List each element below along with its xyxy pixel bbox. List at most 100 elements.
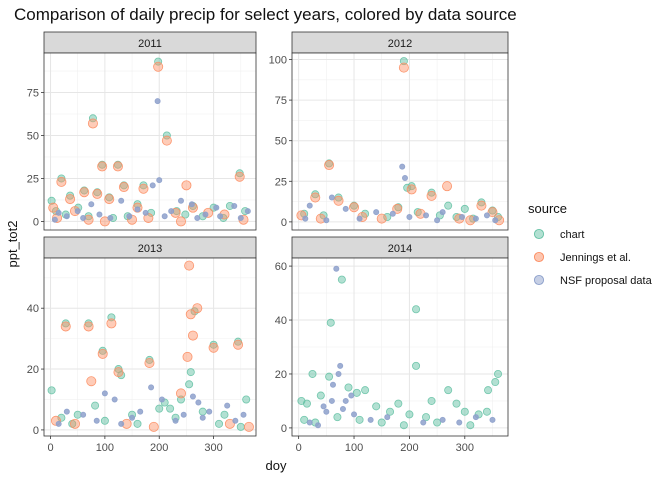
legend-key — [533, 228, 545, 240]
data-point — [80, 186, 89, 195]
data-point — [361, 386, 370, 395]
data-point — [328, 397, 335, 404]
data-point — [153, 61, 164, 72]
panel-background — [44, 53, 256, 230]
data-point — [337, 275, 346, 284]
data-point — [126, 213, 133, 220]
data-point — [392, 203, 403, 214]
data-point — [460, 204, 469, 213]
data-point — [315, 422, 322, 429]
data-point — [100, 416, 109, 425]
data-point — [180, 411, 187, 418]
data-point — [198, 407, 207, 416]
data-point — [472, 215, 479, 222]
data-point — [220, 410, 229, 419]
data-point — [80, 214, 87, 221]
data-point — [489, 416, 496, 423]
data-point — [186, 368, 195, 377]
panel-background — [292, 53, 508, 230]
data-point — [63, 408, 70, 415]
data-point — [423, 212, 430, 219]
data-point — [47, 386, 56, 395]
series-jennings-et-al- — [48, 61, 249, 227]
y-tick-label: 20 — [275, 369, 287, 381]
series-jennings-et-al- — [296, 62, 505, 226]
data-point — [233, 339, 244, 350]
data-point — [97, 348, 108, 359]
data-point — [215, 419, 224, 428]
data-point — [342, 397, 349, 404]
legend-title: source — [528, 201, 567, 216]
data-point — [206, 408, 213, 415]
panel-background — [44, 258, 256, 436]
data-point — [302, 215, 309, 222]
data-point — [483, 212, 490, 219]
data-point — [91, 401, 100, 410]
data-point — [195, 399, 202, 406]
series-nsf-proposal-data — [306, 265, 496, 429]
data-point — [240, 411, 247, 418]
y-tick-label: 0 — [281, 423, 287, 435]
data-point — [399, 57, 408, 66]
data-point — [137, 408, 144, 415]
series-chart — [47, 307, 251, 431]
data-point — [356, 215, 363, 222]
data-point — [306, 419, 313, 426]
y-tick-label: 60 — [275, 261, 287, 273]
data-point — [97, 161, 108, 172]
data-point — [48, 202, 59, 213]
data-point — [389, 210, 396, 217]
series-nsf-proposal-data — [51, 98, 251, 223]
data-point — [242, 395, 251, 404]
data-point — [491, 378, 500, 387]
data-point — [217, 213, 224, 220]
data-point — [482, 407, 491, 416]
y-tick-label: 0 — [281, 217, 287, 229]
data-point — [192, 303, 203, 314]
data-point — [104, 194, 115, 205]
data-point — [184, 260, 195, 271]
data-point — [344, 383, 353, 392]
data-point — [118, 197, 125, 204]
data-point — [329, 381, 336, 388]
data-point — [326, 318, 335, 327]
legend-label: chart — [560, 229, 584, 241]
data-point — [60, 321, 71, 332]
data-point — [420, 419, 427, 426]
data-point — [154, 57, 163, 66]
panel-border — [291, 52, 509, 231]
data-point — [376, 213, 387, 224]
data-point — [306, 202, 313, 209]
y-tick-label: 0 — [33, 425, 39, 437]
y-tick-label: 20 — [27, 364, 39, 376]
panel-border — [43, 52, 257, 231]
data-point — [177, 197, 184, 204]
data-point — [162, 131, 171, 140]
data-point — [367, 416, 374, 423]
data-point — [166, 404, 175, 413]
y-tick-label: 25 — [275, 176, 287, 188]
series-chart — [297, 275, 503, 430]
data-point — [355, 415, 364, 424]
y-tick-label: 75 — [27, 88, 39, 100]
y-tick-label: 40 — [27, 303, 39, 315]
data-point — [208, 342, 219, 353]
data-point — [149, 182, 156, 189]
data-point — [106, 318, 117, 329]
y-tick-label: 100 — [269, 54, 287, 66]
data-point — [148, 421, 159, 432]
x-tick-label: 0 — [47, 442, 53, 454]
data-point — [494, 369, 503, 378]
facet-panel-2014: 2014 0 20 40 60 0 100 200 300 — [275, 236, 509, 454]
data-point — [93, 417, 100, 424]
data-point — [224, 418, 235, 429]
data-point — [302, 399, 311, 408]
data-point — [325, 372, 334, 381]
data-point — [93, 188, 102, 197]
data-point — [316, 391, 325, 400]
facet-panel-2013: 2013 0 20 40 0 100 200 300 — [27, 236, 257, 454]
series-chart — [300, 57, 503, 223]
chart-title: Comparison of daily precip for select ye… — [14, 5, 517, 24]
y-axis-title: ppt_tot2 — [5, 221, 20, 268]
